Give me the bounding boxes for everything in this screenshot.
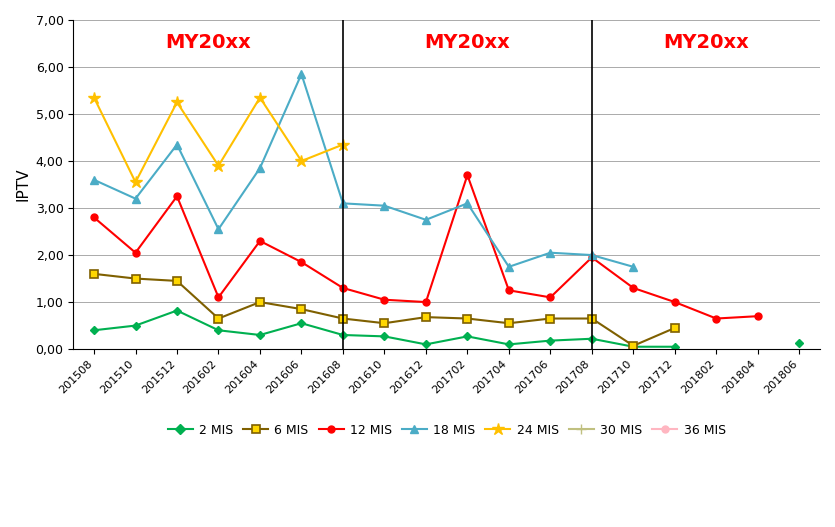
2 MIS — [628, 344, 638, 350]
Line: 18 MIS: 18 MIS — [90, 70, 637, 271]
2 MIS — [379, 333, 389, 339]
2 MIS — [130, 323, 140, 329]
12 MIS — [296, 259, 306, 265]
2 MIS — [463, 333, 473, 339]
24 MIS — [89, 94, 99, 101]
18 MIS — [628, 264, 638, 270]
2 MIS — [338, 332, 348, 338]
2 MIS — [587, 336, 597, 342]
12 MIS — [89, 214, 99, 221]
18 MIS — [338, 200, 348, 207]
6 MIS — [130, 276, 140, 282]
2 MIS — [89, 327, 99, 334]
6 MIS — [670, 325, 680, 331]
12 MIS — [379, 297, 389, 303]
Text: MY20xx: MY20xx — [165, 33, 251, 52]
12 MIS — [504, 287, 514, 294]
6 MIS — [89, 271, 99, 277]
18 MIS — [255, 165, 265, 171]
18 MIS — [296, 71, 306, 77]
18 MIS — [463, 200, 473, 207]
18 MIS — [504, 264, 514, 270]
Legend: 2 MIS, 6 MIS, 12 MIS, 18 MIS, 24 MIS, 30 MIS, 36 MIS: 2 MIS, 6 MIS, 12 MIS, 18 MIS, 24 MIS, 30… — [163, 418, 731, 442]
Line: 2 MIS: 2 MIS — [91, 308, 677, 349]
Line: 12 MIS: 12 MIS — [90, 172, 762, 322]
12 MIS — [421, 299, 431, 305]
12 MIS — [587, 254, 597, 260]
12 MIS — [463, 172, 473, 178]
18 MIS — [130, 196, 140, 202]
6 MIS — [463, 315, 473, 321]
Y-axis label: IPTV: IPTV — [15, 168, 30, 201]
6 MIS — [545, 315, 555, 321]
24 MIS — [172, 99, 182, 105]
18 MIS — [587, 252, 597, 258]
12 MIS — [214, 294, 224, 300]
6 MIS — [379, 320, 389, 326]
2 MIS — [670, 344, 680, 350]
18 MIS — [545, 250, 555, 256]
12 MIS — [670, 299, 680, 305]
24 MIS — [214, 162, 224, 169]
2 MIS — [421, 341, 431, 347]
18 MIS — [89, 177, 99, 183]
24 MIS — [338, 141, 348, 148]
Text: MY20xx: MY20xx — [424, 33, 510, 52]
6 MIS — [214, 315, 224, 321]
6 MIS — [255, 299, 265, 305]
12 MIS — [711, 315, 721, 321]
18 MIS — [214, 226, 224, 232]
24 MIS — [130, 179, 140, 186]
12 MIS — [130, 250, 140, 256]
2 MIS — [504, 341, 514, 347]
2 MIS — [255, 332, 265, 338]
12 MIS — [172, 193, 182, 199]
2 MIS — [172, 307, 182, 314]
12 MIS — [628, 285, 638, 291]
24 MIS — [296, 158, 306, 164]
6 MIS — [504, 320, 514, 326]
Line: 24 MIS: 24 MIS — [88, 91, 349, 189]
24 MIS — [255, 94, 265, 101]
2 MIS — [214, 327, 224, 334]
2 MIS — [296, 320, 306, 326]
6 MIS — [338, 315, 348, 321]
6 MIS — [587, 315, 597, 321]
Text: MY20xx: MY20xx — [663, 33, 749, 52]
Line: 6 MIS: 6 MIS — [90, 270, 679, 350]
6 MIS — [172, 278, 182, 284]
12 MIS — [338, 285, 348, 291]
12 MIS — [255, 238, 265, 244]
12 MIS — [753, 313, 763, 319]
18 MIS — [379, 202, 389, 209]
6 MIS — [421, 314, 431, 320]
18 MIS — [172, 141, 182, 148]
2 MIS — [545, 337, 555, 344]
6 MIS — [628, 343, 638, 349]
12 MIS — [545, 294, 555, 300]
18 MIS — [421, 217, 431, 223]
6 MIS — [296, 306, 306, 313]
